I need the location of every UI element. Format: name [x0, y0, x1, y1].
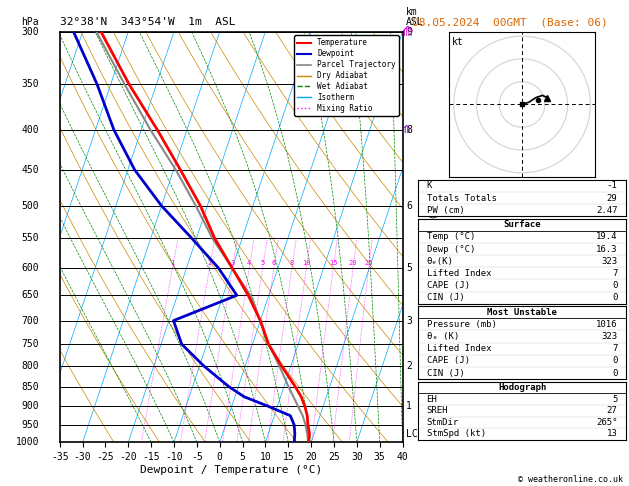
- Text: 19.4: 19.4: [596, 232, 618, 242]
- Text: 25: 25: [364, 260, 373, 266]
- Text: Temp (°C): Temp (°C): [426, 232, 475, 242]
- Text: EH: EH: [426, 395, 437, 403]
- Text: 2: 2: [208, 260, 212, 266]
- Text: hPa: hPa: [21, 17, 39, 28]
- Text: K: K: [426, 181, 432, 191]
- Text: 1: 1: [170, 260, 175, 266]
- Text: 850: 850: [21, 382, 39, 392]
- Text: 500: 500: [21, 201, 39, 211]
- Text: 900: 900: [21, 401, 39, 411]
- Text: 27: 27: [607, 406, 618, 415]
- Text: kt: kt: [452, 37, 464, 48]
- Text: 2.47: 2.47: [596, 206, 618, 215]
- Text: θₑ (K): θₑ (K): [426, 332, 459, 341]
- Text: 9: 9: [406, 27, 412, 36]
- Text: 15: 15: [329, 260, 338, 266]
- Text: 0: 0: [612, 356, 618, 365]
- Text: 29: 29: [607, 193, 618, 203]
- Text: Most Unstable: Most Unstable: [487, 308, 557, 317]
- Text: ⟰: ⟰: [401, 25, 413, 38]
- Text: LCL: LCL: [406, 429, 423, 439]
- Text: 450: 450: [21, 165, 39, 175]
- Text: 323: 323: [601, 332, 618, 341]
- Text: CIN (J): CIN (J): [426, 368, 464, 378]
- Text: 0: 0: [612, 368, 618, 378]
- Text: 1000: 1000: [16, 437, 39, 447]
- Text: 5: 5: [406, 263, 412, 273]
- Text: 6: 6: [272, 260, 276, 266]
- Text: 600: 600: [21, 263, 39, 273]
- Text: 300: 300: [21, 27, 39, 36]
- Text: 5: 5: [612, 395, 618, 403]
- Text: -1: -1: [607, 181, 618, 191]
- Text: 1: 1: [406, 401, 412, 411]
- Text: 700: 700: [21, 315, 39, 326]
- Text: 32°38'N  343°54'W  1m  ASL: 32°38'N 343°54'W 1m ASL: [60, 17, 235, 27]
- Text: 4: 4: [247, 260, 252, 266]
- Text: © weatheronline.co.uk: © weatheronline.co.uk: [518, 474, 623, 484]
- Text: θₑ(K): θₑ(K): [426, 257, 454, 266]
- Text: 08.05.2024  00GMT  (Base: 06): 08.05.2024 00GMT (Base: 06): [412, 17, 608, 27]
- Text: Totals Totals: Totals Totals: [426, 193, 496, 203]
- Text: Hodograph: Hodograph: [498, 383, 546, 392]
- Text: 10: 10: [302, 260, 311, 266]
- Text: Surface: Surface: [503, 220, 541, 229]
- Text: 2: 2: [406, 361, 412, 371]
- Text: StmDir: StmDir: [426, 418, 459, 427]
- Text: 650: 650: [21, 290, 39, 300]
- Text: 0: 0: [612, 281, 618, 290]
- X-axis label: Dewpoint / Temperature (°C): Dewpoint / Temperature (°C): [140, 465, 322, 475]
- Text: 0: 0: [612, 293, 618, 302]
- Text: Pressure (mb): Pressure (mb): [426, 320, 496, 329]
- Text: 5: 5: [260, 260, 265, 266]
- Text: Lifted Index: Lifted Index: [426, 269, 491, 278]
- Text: CAPE (J): CAPE (J): [426, 281, 470, 290]
- Text: Mixing Ratio (g/kg): Mixing Ratio (g/kg): [430, 190, 439, 284]
- Text: 265°: 265°: [596, 418, 618, 427]
- Text: 750: 750: [21, 339, 39, 349]
- Text: PW (cm): PW (cm): [426, 206, 464, 215]
- Text: 13: 13: [607, 430, 618, 438]
- Text: 950: 950: [21, 420, 39, 430]
- Text: 16.3: 16.3: [596, 244, 618, 254]
- Text: 7: 7: [612, 269, 618, 278]
- Text: 8: 8: [406, 125, 412, 135]
- Text: 7: 7: [612, 344, 618, 353]
- Text: 1016: 1016: [596, 320, 618, 329]
- Text: 350: 350: [21, 79, 39, 89]
- Text: CIN (J): CIN (J): [426, 293, 464, 302]
- Legend: Temperature, Dewpoint, Parcel Trajectory, Dry Adiabat, Wet Adiabat, Isotherm, Mi: Temperature, Dewpoint, Parcel Trajectory…: [294, 35, 399, 116]
- Text: 8: 8: [290, 260, 294, 266]
- Text: 3: 3: [230, 260, 235, 266]
- Text: 323: 323: [601, 257, 618, 266]
- Text: ⟰: ⟰: [401, 125, 411, 135]
- Text: CAPE (J): CAPE (J): [426, 356, 470, 365]
- Text: 550: 550: [21, 233, 39, 243]
- Text: 800: 800: [21, 361, 39, 371]
- Text: 3: 3: [406, 315, 412, 326]
- Text: 400: 400: [21, 125, 39, 135]
- Text: km
ASL: km ASL: [406, 7, 423, 28]
- Text: StmSpd (kt): StmSpd (kt): [426, 430, 486, 438]
- Text: 6: 6: [406, 201, 412, 211]
- Text: 20: 20: [349, 260, 357, 266]
- Text: Dewp (°C): Dewp (°C): [426, 244, 475, 254]
- Text: SREH: SREH: [426, 406, 448, 415]
- Text: Lifted Index: Lifted Index: [426, 344, 491, 353]
